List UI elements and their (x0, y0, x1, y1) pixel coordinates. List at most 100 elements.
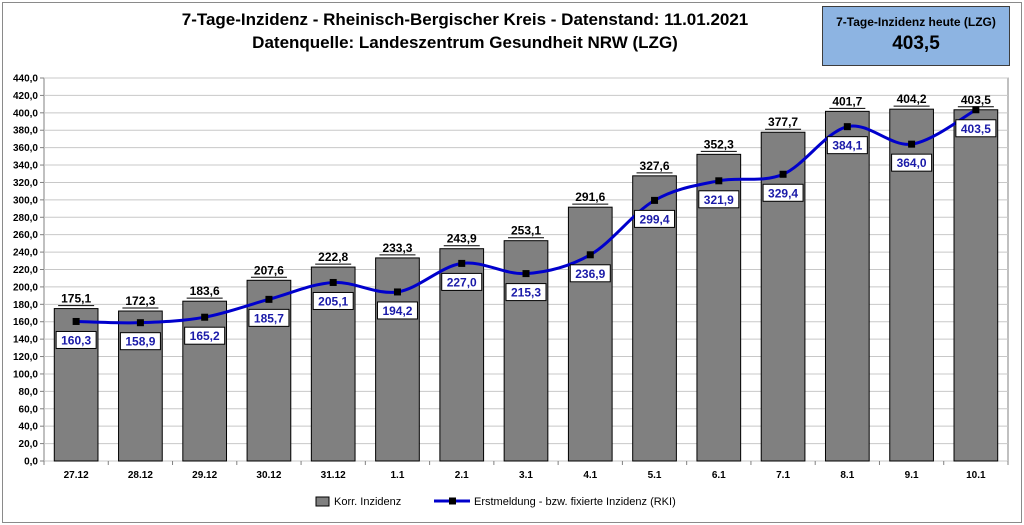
bar-value-label: 327,6 (640, 159, 670, 173)
x-tick-label: 27.12 (64, 470, 89, 481)
line-marker (201, 313, 209, 321)
legend-swatch-marker (449, 497, 456, 505)
today-incidence-box: 7-Tage-Inzidenz heute (LZG) 403,5 (822, 6, 1010, 66)
bar-value-label: 233,3 (382, 241, 412, 255)
line-marker (586, 251, 594, 259)
bar (567, 206, 613, 462)
line-label-box (698, 190, 740, 209)
chart-subtitle: Datenquelle: Landeszentrum Gesundheit NR… (252, 33, 678, 52)
line-value-label: 185,7 (254, 311, 284, 325)
y-tick-label: 420,0 (13, 91, 38, 102)
line-marker (972, 106, 980, 114)
line-value-label: 299,4 (640, 212, 670, 226)
line-marker (72, 317, 80, 325)
legend-label-bars: Korr. Inzidenz (334, 496, 401, 508)
y-tick-label: 360,0 (13, 143, 38, 154)
today-incidence-label: 7-Tage-Inzidenz heute (LZG) (836, 15, 996, 29)
line-value-label: 236,9 (575, 267, 605, 281)
line-label-box (184, 326, 226, 345)
line-label-box (441, 272, 483, 291)
line-value-label: 194,2 (382, 304, 412, 318)
bar-value-label: 175,1 (61, 292, 91, 306)
today-incidence-value: 403,5 (892, 33, 940, 54)
line-value-label: 403,5 (961, 122, 991, 136)
bar-value-label: 377,7 (768, 115, 798, 129)
line-value-label: 205,1 (318, 294, 348, 308)
line-label-box (55, 330, 97, 349)
line-marker (779, 170, 787, 178)
x-tick-label: 4.1 (583, 470, 597, 481)
y-tick-label: 20,0 (19, 439, 39, 450)
y-tick-label: 200,0 (13, 282, 38, 293)
bar-value-label: 403,5 (961, 93, 991, 107)
x-tick-label: 9.1 (905, 470, 919, 481)
y-tick-label: 220,0 (13, 265, 38, 276)
y-tick-label: 40,0 (19, 422, 39, 433)
line-label-box (248, 308, 290, 327)
x-tick-label: 28.12 (128, 470, 153, 481)
line-marker (265, 295, 273, 303)
line-value-label: 364,0 (897, 156, 927, 170)
line-value-label: 227,0 (447, 275, 477, 289)
y-tick-label: 280,0 (13, 213, 38, 224)
bar-value-label: 222,8 (318, 250, 348, 264)
line-marker (393, 288, 401, 296)
y-tick-label: 120,0 (13, 352, 38, 363)
bar-value-label: 253,1 (511, 224, 541, 238)
bar-value-label: 243,9 (447, 232, 477, 246)
bar (182, 300, 228, 462)
bar (246, 279, 292, 462)
y-tick-label: 240,0 (13, 248, 38, 259)
line-label-box (891, 153, 933, 172)
line-label-box (119, 332, 161, 351)
y-tick-label: 60,0 (19, 404, 39, 415)
line-marker (908, 140, 916, 148)
legend-label-line: Erstmeldung - bzw. fixierte Inzidenz (RK… (474, 496, 676, 508)
y-tick-label: 320,0 (13, 178, 38, 189)
y-tick-label: 80,0 (19, 387, 39, 398)
line-label-box (826, 136, 868, 155)
line-value-label: 215,3 (511, 286, 541, 300)
x-tick-label: 31.12 (321, 470, 346, 481)
bar (760, 131, 806, 462)
line-marker (715, 177, 723, 185)
bar (824, 110, 870, 462)
line-label-box (505, 283, 547, 302)
line-value-label: 160,3 (61, 333, 91, 347)
y-tick-label: 440,0 (13, 74, 38, 85)
y-tick-label: 160,0 (13, 317, 38, 328)
bar-value-label: 352,3 (704, 137, 734, 151)
bar-value-label: 401,7 (832, 94, 862, 108)
line-label-box (634, 209, 676, 228)
y-tick-label: 0,0 (24, 457, 38, 468)
x-tick-label: 2.1 (455, 470, 469, 481)
line-value-label: 165,2 (190, 329, 220, 343)
y-tick-label: 380,0 (13, 126, 38, 137)
x-tick-label: 5.1 (648, 470, 662, 481)
bar-value-label: 291,6 (575, 190, 605, 204)
line-label-box (955, 119, 997, 138)
bar (503, 240, 549, 462)
bar-value-label: 207,6 (254, 263, 284, 277)
y-tick-label: 340,0 (13, 161, 38, 172)
x-tick-label: 10.1 (966, 470, 986, 481)
line-label-box (312, 291, 354, 310)
x-tick-label: 8.1 (840, 470, 854, 481)
line-label-box (569, 264, 611, 283)
line-marker (843, 123, 851, 131)
chart-title: 7-Tage-Inzidenz - Rheinisch-Bergischer K… (181, 10, 749, 29)
line-marker (458, 259, 466, 267)
line-value-label: 321,9 (704, 193, 734, 207)
x-tick-label: 7.1 (776, 470, 790, 481)
y-tick-label: 260,0 (13, 230, 38, 241)
line-value-label: 384,1 (832, 139, 862, 153)
line-marker (522, 270, 530, 278)
x-tick-label: 30.12 (256, 470, 281, 481)
line-marker (651, 196, 659, 204)
line-value-label: 158,9 (125, 335, 155, 349)
y-tick-label: 180,0 (13, 300, 38, 311)
y-tick-label: 400,0 (13, 108, 38, 119)
line-marker (136, 319, 144, 327)
x-tick-label: 6.1 (712, 470, 726, 481)
